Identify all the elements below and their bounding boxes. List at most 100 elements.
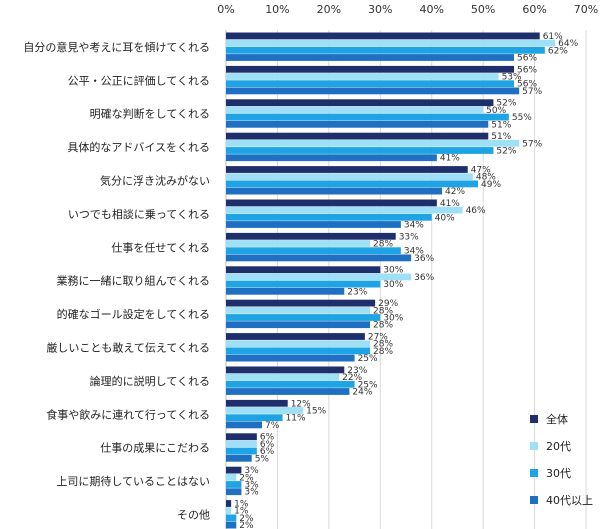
- bar: [226, 87, 520, 95]
- value-label: 51%: [491, 120, 511, 130]
- bar: [226, 340, 370, 348]
- value-label: 2%: [239, 473, 254, 483]
- bar: [226, 173, 473, 181]
- value-label: 15%: [306, 407, 326, 417]
- value-label: 1%: [234, 507, 249, 517]
- category-label: 論理的に説明してくれる: [90, 374, 210, 388]
- bar: [226, 180, 478, 188]
- bar: [226, 447, 257, 455]
- value-label: 41%: [440, 199, 460, 209]
- bar: [226, 73, 499, 80]
- category-label: 仕事の成果にこだわる: [100, 442, 210, 455]
- legend-swatch: [530, 496, 538, 504]
- value-label: 3%: [244, 466, 259, 476]
- x-tick-label: 70%: [574, 3, 598, 16]
- bar: [226, 232, 396, 240]
- value-label: 6%: [260, 440, 275, 450]
- bar: [226, 280, 381, 288]
- value-label: 30%: [383, 280, 403, 290]
- value-label: 28%: [373, 340, 393, 350]
- bar: [226, 521, 237, 529]
- bar: [226, 139, 520, 147]
- bar: [226, 373, 340, 381]
- bar: [226, 254, 412, 262]
- category-label: 厳しいことも敢えて伝えてくれる: [46, 341, 210, 355]
- bar: [226, 347, 370, 355]
- value-label: 36%: [414, 273, 434, 283]
- bar: [226, 287, 345, 295]
- bar: [226, 433, 257, 441]
- category-label: 仕事を任せてくれる: [111, 241, 210, 254]
- bar: [226, 299, 376, 307]
- value-label: 30%: [383, 314, 403, 324]
- value-label: 52%: [496, 99, 516, 109]
- category-label: その他: [177, 509, 210, 522]
- value-label: 7%: [265, 421, 280, 431]
- legend-label: 30代: [546, 467, 571, 480]
- value-label: 28%: [373, 240, 393, 250]
- value-label: 22%: [342, 373, 362, 383]
- value-label: 30%: [383, 266, 403, 276]
- bar: [226, 199, 437, 207]
- x-tick-label: 10%: [265, 3, 289, 16]
- value-label: 47%: [471, 166, 491, 176]
- bar: [226, 221, 401, 228]
- bar: [226, 273, 412, 281]
- value-label: 1%: [234, 500, 249, 510]
- value-label: 11%: [286, 414, 306, 424]
- bar: [226, 106, 484, 114]
- legend-label: 全体: [546, 413, 568, 426]
- legend-swatch: [530, 415, 538, 423]
- bar: [226, 240, 370, 247]
- value-label: 28%: [373, 306, 393, 316]
- value-label: 53%: [502, 73, 522, 83]
- bar: [226, 454, 252, 462]
- category-label: 上司に期待していることはない: [56, 474, 210, 488]
- category-label: 的確なゴール設定をしてくれる: [57, 307, 210, 321]
- category-label: 具体的なアドバイスをくれる: [67, 140, 210, 154]
- value-label: 24%: [352, 388, 372, 398]
- bar: [226, 65, 514, 73]
- value-label: 6%: [260, 447, 275, 457]
- value-label: 64%: [558, 39, 578, 49]
- bar: [226, 399, 288, 407]
- legend-item: 20代: [530, 439, 593, 453]
- bar: [226, 314, 381, 321]
- x-tick-label: 40%: [419, 3, 443, 16]
- x-tick-label: 20%: [317, 3, 341, 16]
- bar: [226, 46, 545, 54]
- value-label: 41%: [440, 154, 460, 164]
- bar: [226, 388, 350, 395]
- bar: [226, 306, 370, 314]
- value-label: 42%: [445, 187, 465, 197]
- value-label: 48%: [476, 173, 496, 183]
- bar: [226, 39, 556, 47]
- bar: [226, 421, 262, 429]
- bar: [226, 247, 401, 255]
- bar: [226, 407, 304, 414]
- category-label: 明確な判断をしてくれる: [90, 107, 210, 121]
- legend-label: 40代以上: [546, 494, 593, 507]
- category-label: いつでも相談に乗ってくれる: [68, 207, 210, 221]
- bar: [226, 514, 237, 522]
- bar: [226, 187, 442, 195]
- value-label: 5%: [255, 454, 270, 464]
- x-tick-label: 60%: [522, 3, 546, 16]
- bar: [226, 440, 257, 448]
- bar: [226, 99, 494, 107]
- bar: [226, 414, 283, 422]
- bar: [226, 481, 242, 488]
- category-label: 公平・公正に評価してくれる: [68, 73, 210, 87]
- legend-item: 全体: [530, 412, 593, 426]
- category-label: 気分に浮き沈みがない: [100, 174, 210, 188]
- value-label: 25%: [358, 354, 378, 364]
- bar: [226, 166, 468, 173]
- category-label: 自分の意見や考えに耳を傾けてくれる: [23, 40, 210, 54]
- legend-item: 30代: [530, 466, 593, 480]
- value-label: 50%: [486, 106, 506, 116]
- value-label: 3%: [244, 488, 259, 498]
- value-label: 36%: [414, 254, 434, 264]
- bar: [226, 132, 489, 140]
- value-label: 12%: [291, 399, 311, 409]
- value-label: 33%: [399, 232, 419, 242]
